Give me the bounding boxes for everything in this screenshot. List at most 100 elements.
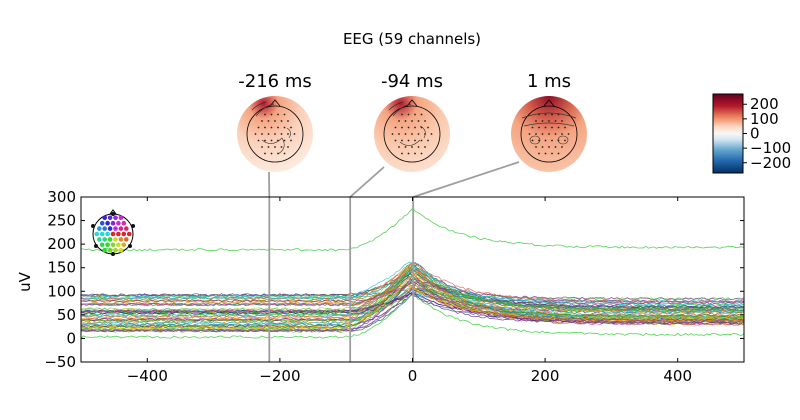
inset-sensor xyxy=(105,220,110,226)
inset-sensor xyxy=(118,247,124,253)
sensor-dot xyxy=(270,126,273,129)
sensor-dot xyxy=(557,152,560,155)
sensor-dot xyxy=(538,126,540,129)
sensor-dot xyxy=(401,152,403,155)
colorbar-tick-label: −100 xyxy=(750,139,791,157)
inset-sensor xyxy=(107,215,113,221)
sensor-dot xyxy=(283,152,286,155)
sensor-layout-inset xyxy=(91,209,135,256)
colorbar-tick-label: 0 xyxy=(750,125,760,143)
inset-sensor xyxy=(128,244,132,248)
sensor-dot xyxy=(280,120,283,122)
topomap-1: -216 ms xyxy=(237,71,313,172)
sensor-dots xyxy=(528,113,570,155)
sensor-dot xyxy=(277,152,279,155)
y-tick-label: 100 xyxy=(47,282,76,300)
sensor-dot xyxy=(394,139,397,142)
inset-sensor xyxy=(121,231,127,237)
sensor-dot xyxy=(414,139,416,142)
sensor-dot xyxy=(401,139,403,142)
sensor-dot xyxy=(411,133,413,135)
sensor-dot xyxy=(561,133,563,135)
inset-sensor xyxy=(121,220,127,226)
sensor-dot xyxy=(283,139,286,142)
sensor-dot xyxy=(544,152,547,155)
sensor-dot xyxy=(427,139,429,142)
inset-sensor xyxy=(116,242,121,248)
sensor-dot xyxy=(261,120,263,122)
inset-sensor xyxy=(121,242,127,248)
sensor-dot xyxy=(290,126,292,129)
sensor-dot xyxy=(261,133,263,135)
x-tick-label: 200 xyxy=(531,367,560,385)
sensor-dot xyxy=(287,133,289,135)
inset-sensor xyxy=(102,215,107,221)
sensor-dot xyxy=(257,139,260,142)
sensor-dot xyxy=(544,126,547,129)
topomap-3: 1 ms xyxy=(511,71,587,172)
sensor-dot xyxy=(261,146,263,148)
inset-sensor xyxy=(113,247,118,253)
inset-sensor xyxy=(97,237,102,242)
inset-sensor xyxy=(94,231,100,237)
sensor-dot xyxy=(290,139,292,142)
inset-sensor xyxy=(126,231,132,237)
figure-title: EEG (59 channels) xyxy=(343,30,481,48)
sensor-dot xyxy=(287,120,289,122)
inset-sensor xyxy=(107,237,113,242)
sensor-dot xyxy=(420,152,423,155)
y-tick-label: −50 xyxy=(44,353,76,371)
sensor-dot xyxy=(283,113,286,116)
y-axis-label: uV xyxy=(16,271,34,292)
sensor-dot xyxy=(551,139,553,142)
sensor-dot xyxy=(394,126,397,129)
sensor-dot xyxy=(401,113,403,116)
time-marker-connector xyxy=(349,166,385,198)
sensor-dot xyxy=(531,139,534,142)
inset-sensor xyxy=(110,231,116,237)
sensor-dot xyxy=(430,133,433,135)
sensor-dot xyxy=(528,133,531,135)
colorbar-tick-label: 200 xyxy=(750,95,779,113)
sensor-dot xyxy=(404,133,407,135)
sensor-dot xyxy=(270,113,273,116)
plot-area: −400 −200 0 200 400 −50 0 50 100 150 200 250 300 uV xyxy=(16,161,745,385)
sensor-dot xyxy=(544,139,547,142)
sensor-dot xyxy=(277,113,279,116)
sensor-dot xyxy=(417,146,420,148)
inset-sensor xyxy=(105,242,110,248)
sensor-dot xyxy=(548,120,550,122)
inset-sensor xyxy=(113,215,118,221)
sensor-dot xyxy=(257,126,260,129)
sensor-dot xyxy=(274,146,276,148)
sensor-dot xyxy=(554,146,557,148)
inset-sensor xyxy=(113,226,118,231)
sensor-dot xyxy=(398,120,400,122)
sensor-dot xyxy=(264,113,266,116)
inset-sensor xyxy=(97,226,102,231)
sensor-dot xyxy=(535,146,537,148)
y-tick-label: 150 xyxy=(47,259,76,277)
sensor-dot xyxy=(541,133,544,135)
inset-sensor xyxy=(131,224,135,228)
colorbar-tick-label: −200 xyxy=(750,154,791,172)
sensor-dot xyxy=(407,113,410,116)
sensor-dot xyxy=(398,133,400,135)
sensor-dots xyxy=(254,113,296,155)
inset-sensor xyxy=(110,220,116,226)
inset-sensor xyxy=(102,247,107,253)
inset-sensor xyxy=(118,237,124,242)
sensor-dot xyxy=(561,146,563,148)
sensor-dot xyxy=(414,113,416,116)
x-tick-label: 0 xyxy=(408,367,418,385)
sensor-dot xyxy=(270,139,273,142)
sensor-dot xyxy=(420,126,423,129)
inset-sensor xyxy=(118,226,124,231)
sensor-dot xyxy=(557,139,560,142)
sensor-dot xyxy=(424,146,426,148)
sensor-dots xyxy=(391,113,433,155)
sensor-dot xyxy=(404,146,407,148)
x-tick-label: −200 xyxy=(259,367,300,385)
sensor-dot xyxy=(414,152,416,155)
